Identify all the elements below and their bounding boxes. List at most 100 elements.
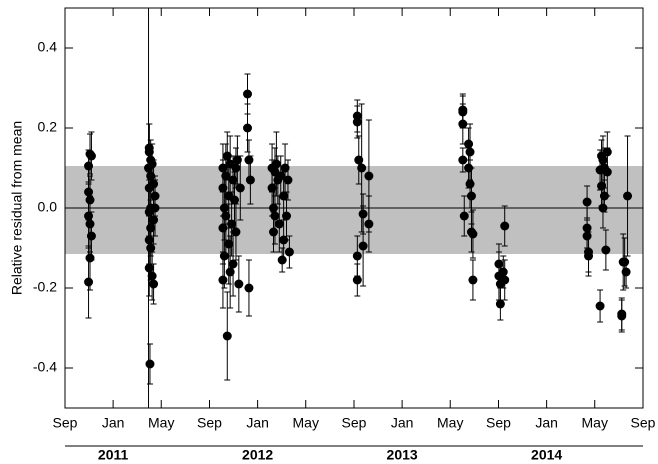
data-point (582, 231, 592, 241)
data-point (235, 183, 245, 193)
data-point (150, 191, 160, 201)
data-point (243, 89, 253, 99)
data-point (354, 155, 364, 165)
year-label: 2012 (242, 447, 273, 463)
x-tick-label: May (437, 415, 463, 431)
data-point (617, 311, 627, 321)
data-point (86, 231, 96, 241)
y-tick-label: -0.4 (33, 359, 57, 375)
data-point (358, 209, 368, 219)
data-point (231, 163, 241, 173)
data-point (232, 155, 242, 165)
data-point (598, 155, 608, 165)
data-point (225, 267, 235, 277)
data-point (229, 195, 239, 205)
data-point (364, 219, 374, 229)
x-tick-label: Jan (102, 415, 125, 431)
data-point (352, 117, 362, 127)
data-point (495, 299, 505, 309)
data-point (267, 183, 277, 193)
data-point (458, 107, 468, 117)
data-point (621, 267, 631, 277)
data-point (500, 275, 510, 285)
data-point (458, 155, 468, 165)
data-point (282, 211, 292, 221)
y-tick-label: 0.4 (38, 39, 58, 55)
data-point (279, 191, 289, 201)
x-tick-label: Sep (53, 415, 78, 431)
data-point (85, 219, 95, 229)
data-point (598, 203, 608, 213)
data-point (599, 191, 609, 201)
data-point (582, 197, 592, 207)
data-point (149, 179, 159, 189)
data-point (464, 139, 474, 149)
data-point (85, 253, 95, 263)
data-point (228, 259, 238, 269)
data-point (243, 123, 253, 133)
data-point (276, 171, 286, 181)
y-tick-label: 0.0 (38, 199, 58, 215)
plot-area (65, 8, 643, 408)
data-point (468, 275, 478, 285)
data-point (283, 175, 293, 185)
x-tick-label: May (582, 415, 608, 431)
data-point (227, 219, 237, 229)
data-point (218, 223, 228, 233)
y-axis-label: Relative residual from mean (9, 121, 25, 295)
data-point (597, 181, 607, 191)
data-point (144, 147, 154, 157)
data-point (218, 163, 228, 173)
data-point (468, 229, 478, 239)
data-point (146, 223, 156, 233)
data-point (84, 161, 94, 171)
data-point (279, 235, 289, 245)
x-tick-label: Jan (391, 415, 414, 431)
data-point (271, 159, 281, 169)
x-tick-label: Sep (197, 415, 222, 431)
year-label: 2014 (531, 447, 562, 463)
x-tick-label: Sep (342, 415, 367, 431)
year-label: 2013 (387, 447, 418, 463)
data-point (145, 359, 155, 369)
data-point (358, 241, 368, 251)
data-point (277, 255, 287, 265)
data-point (84, 211, 94, 221)
y-tick-label: 0.2 (38, 119, 58, 135)
data-point (602, 167, 612, 177)
data-point (458, 119, 468, 129)
data-point (150, 203, 160, 213)
data-point (84, 277, 94, 287)
data-point (352, 275, 362, 285)
data-point (498, 267, 508, 277)
data-point (218, 183, 228, 193)
data-point (364, 171, 374, 181)
data-point (144, 235, 154, 245)
data-point (465, 147, 475, 157)
data-point (280, 163, 290, 173)
data-point (218, 275, 228, 285)
data-point (352, 251, 362, 261)
tolerance-band (65, 166, 643, 254)
data-point (146, 243, 156, 253)
data-point (269, 227, 279, 237)
data-point (494, 259, 504, 269)
data-point (84, 187, 94, 197)
data-point (602, 147, 612, 157)
data-point (228, 175, 238, 185)
x-tick-label: Jan (535, 415, 558, 431)
data-point (500, 221, 510, 231)
data-point (149, 215, 159, 225)
data-point (146, 171, 156, 181)
x-tick-label: Sep (631, 415, 656, 431)
data-point (623, 191, 633, 201)
data-point (464, 163, 474, 173)
data-point (595, 301, 605, 311)
data-point (465, 179, 475, 189)
data-point (147, 159, 157, 169)
data-point (601, 245, 611, 255)
data-point (459, 211, 469, 221)
data-point (620, 257, 630, 267)
